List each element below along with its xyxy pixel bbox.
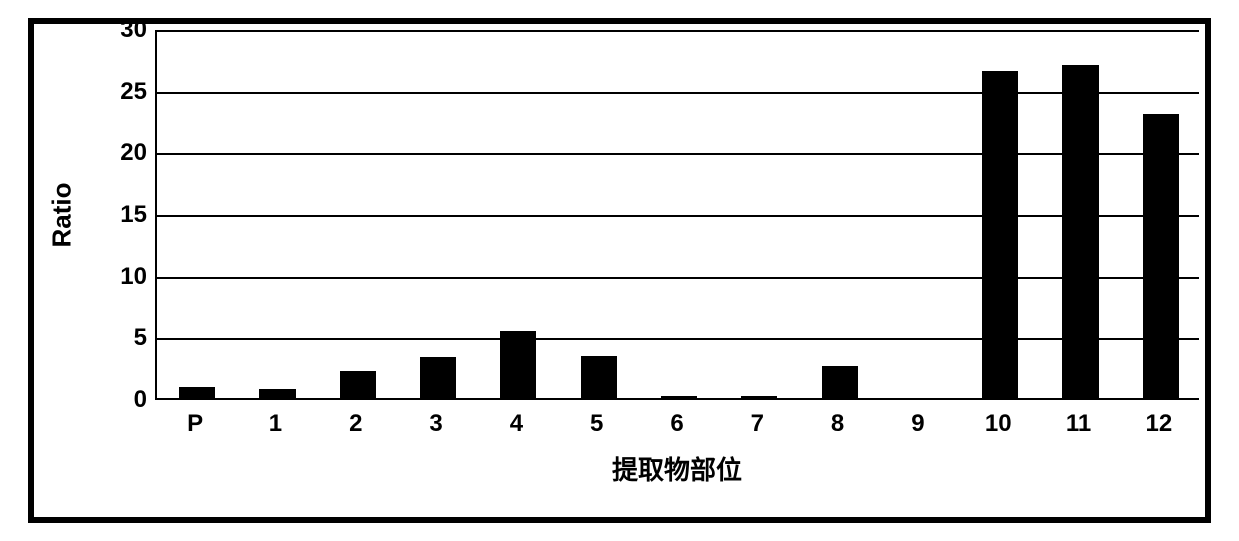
bar — [179, 387, 215, 398]
x-tick-label: 5 — [590, 410, 603, 438]
y-tick-label: 20 — [91, 139, 147, 167]
y-tick-label: 15 — [91, 201, 147, 229]
x-tick-label: P — [187, 410, 203, 438]
bar — [1143, 114, 1179, 398]
x-tick-label: 7 — [751, 410, 764, 438]
x-tick-label: 12 — [1145, 410, 1172, 438]
bar — [1062, 65, 1098, 398]
x-tick-label: 6 — [670, 410, 683, 438]
x-tick-label: 4 — [510, 410, 523, 438]
bar — [500, 331, 536, 398]
y-axis-label: Ratio — [47, 183, 78, 248]
bar — [259, 389, 295, 398]
gridline — [157, 30, 1199, 32]
gridline — [157, 153, 1199, 155]
bar — [340, 371, 376, 398]
x-tick-label: 10 — [985, 410, 1012, 438]
bar — [982, 71, 1018, 398]
y-tick-label: 25 — [91, 78, 147, 106]
y-tick-label: 10 — [91, 263, 147, 291]
gridline — [157, 338, 1199, 340]
y-tick-label: 30 — [91, 16, 147, 44]
plot-area — [155, 30, 1199, 400]
x-tick-label: 8 — [831, 410, 844, 438]
bar — [420, 357, 456, 398]
x-tick-label: 2 — [349, 410, 362, 438]
x-tick-label: 11 — [1066, 410, 1091, 438]
bar — [661, 396, 697, 398]
y-tick-label: 5 — [91, 324, 147, 352]
gridline — [157, 277, 1199, 279]
x-tick-label: 1 — [269, 410, 282, 438]
x-tick-label: 9 — [911, 410, 924, 438]
y-tick-label: 0 — [91, 386, 147, 414]
bar — [822, 366, 858, 398]
chart-canvas: Ratio 提取物部位 051015202530P123456789101112 — [0, 0, 1239, 541]
gridline — [157, 215, 1199, 217]
x-tick-label: 3 — [429, 410, 442, 438]
bar — [741, 396, 777, 398]
x-axis-label: 提取物部位 — [612, 450, 742, 487]
bar — [581, 356, 617, 398]
gridline — [157, 92, 1199, 94]
